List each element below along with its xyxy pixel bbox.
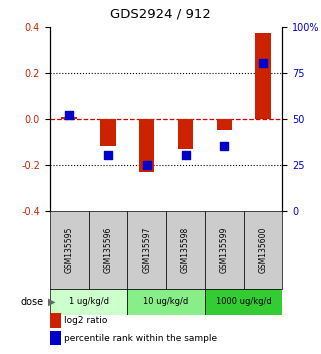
Text: GSM135599: GSM135599 xyxy=(220,226,229,273)
Point xyxy=(105,153,110,158)
Text: GSM135595: GSM135595 xyxy=(65,226,74,273)
Text: dose: dose xyxy=(20,297,43,307)
Text: 10 ug/kg/d: 10 ug/kg/d xyxy=(143,297,189,306)
Point xyxy=(222,143,227,149)
Text: percentile rank within the sample: percentile rank within the sample xyxy=(64,334,217,343)
Point xyxy=(261,61,266,66)
Text: GSM135600: GSM135600 xyxy=(259,226,268,273)
Bar xyxy=(244,211,282,289)
Text: GSM135598: GSM135598 xyxy=(181,227,190,273)
Point xyxy=(66,112,72,118)
Text: 1000 ug/kg/d: 1000 ug/kg/d xyxy=(216,297,272,306)
Bar xyxy=(166,211,205,289)
Bar xyxy=(205,289,282,315)
Bar xyxy=(127,211,166,289)
Text: GDS2924 / 912: GDS2924 / 912 xyxy=(110,7,211,20)
Bar xyxy=(61,118,77,119)
Text: log2 ratio: log2 ratio xyxy=(64,316,108,325)
Point xyxy=(183,153,188,158)
Bar xyxy=(89,211,127,289)
Point xyxy=(144,162,149,167)
Bar xyxy=(178,119,193,149)
Bar xyxy=(50,289,127,315)
Bar xyxy=(127,289,205,315)
Bar xyxy=(139,119,154,172)
Text: GSM135596: GSM135596 xyxy=(103,226,112,273)
Bar xyxy=(217,119,232,130)
Text: GSM135597: GSM135597 xyxy=(142,226,151,273)
Bar xyxy=(205,211,244,289)
Text: 1 ug/kg/d: 1 ug/kg/d xyxy=(69,297,108,306)
Text: ▶: ▶ xyxy=(48,297,56,307)
Bar xyxy=(50,211,89,289)
Bar xyxy=(255,34,271,119)
Bar xyxy=(100,119,116,146)
